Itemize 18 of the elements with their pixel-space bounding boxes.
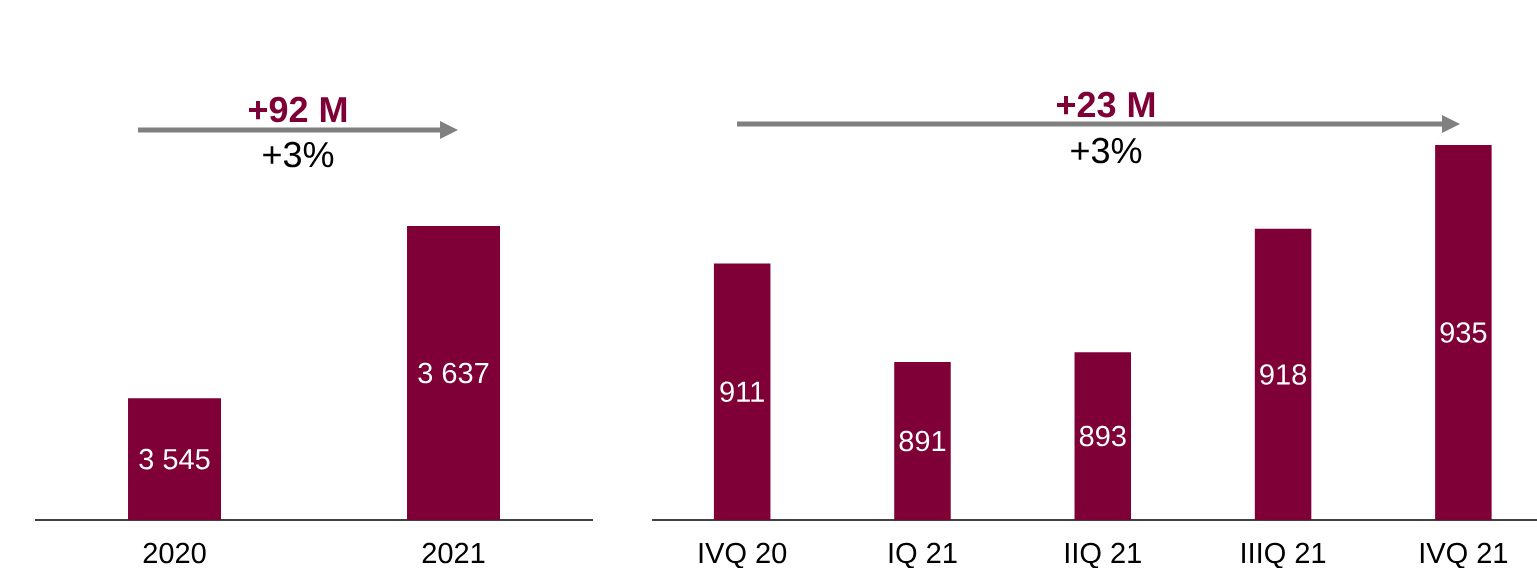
x-tick-label: IVQ 20: [699, 542, 787, 568]
text: +23 M: [1057, 91, 1155, 118]
data-label: 3 545: [139, 448, 210, 470]
x-tick-label: 2020: [143, 542, 206, 564]
data-label: 911: [720, 381, 764, 402]
text: +92 M: [249, 96, 347, 123]
x-tick-label: IIIQ 21: [1242, 542, 1326, 568]
data-label: 935: [1440, 322, 1487, 343]
data-label: 891: [899, 430, 946, 452]
x-tick-label: IIQ 21: [1065, 542, 1141, 568]
x-tick-label: IQ 21: [889, 542, 957, 568]
data-label: 3 637: [418, 362, 489, 384]
data-label: 918: [1260, 364, 1306, 385]
x-tick-label: IVQ 21: [1420, 542, 1508, 568]
x-tick-label: 2021: [422, 542, 485, 564]
text: +3%: [263, 141, 334, 168]
data-label: 893: [1079, 425, 1126, 447]
annotation: +3%: [1071, 137, 1142, 164]
